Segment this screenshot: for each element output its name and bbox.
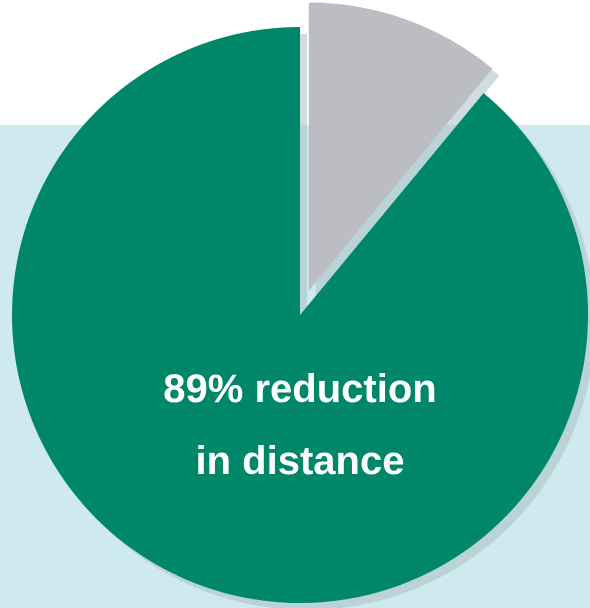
pie-label-line-1: 89% reduction xyxy=(163,367,436,411)
pie-label-line-2: in distance xyxy=(196,439,405,483)
